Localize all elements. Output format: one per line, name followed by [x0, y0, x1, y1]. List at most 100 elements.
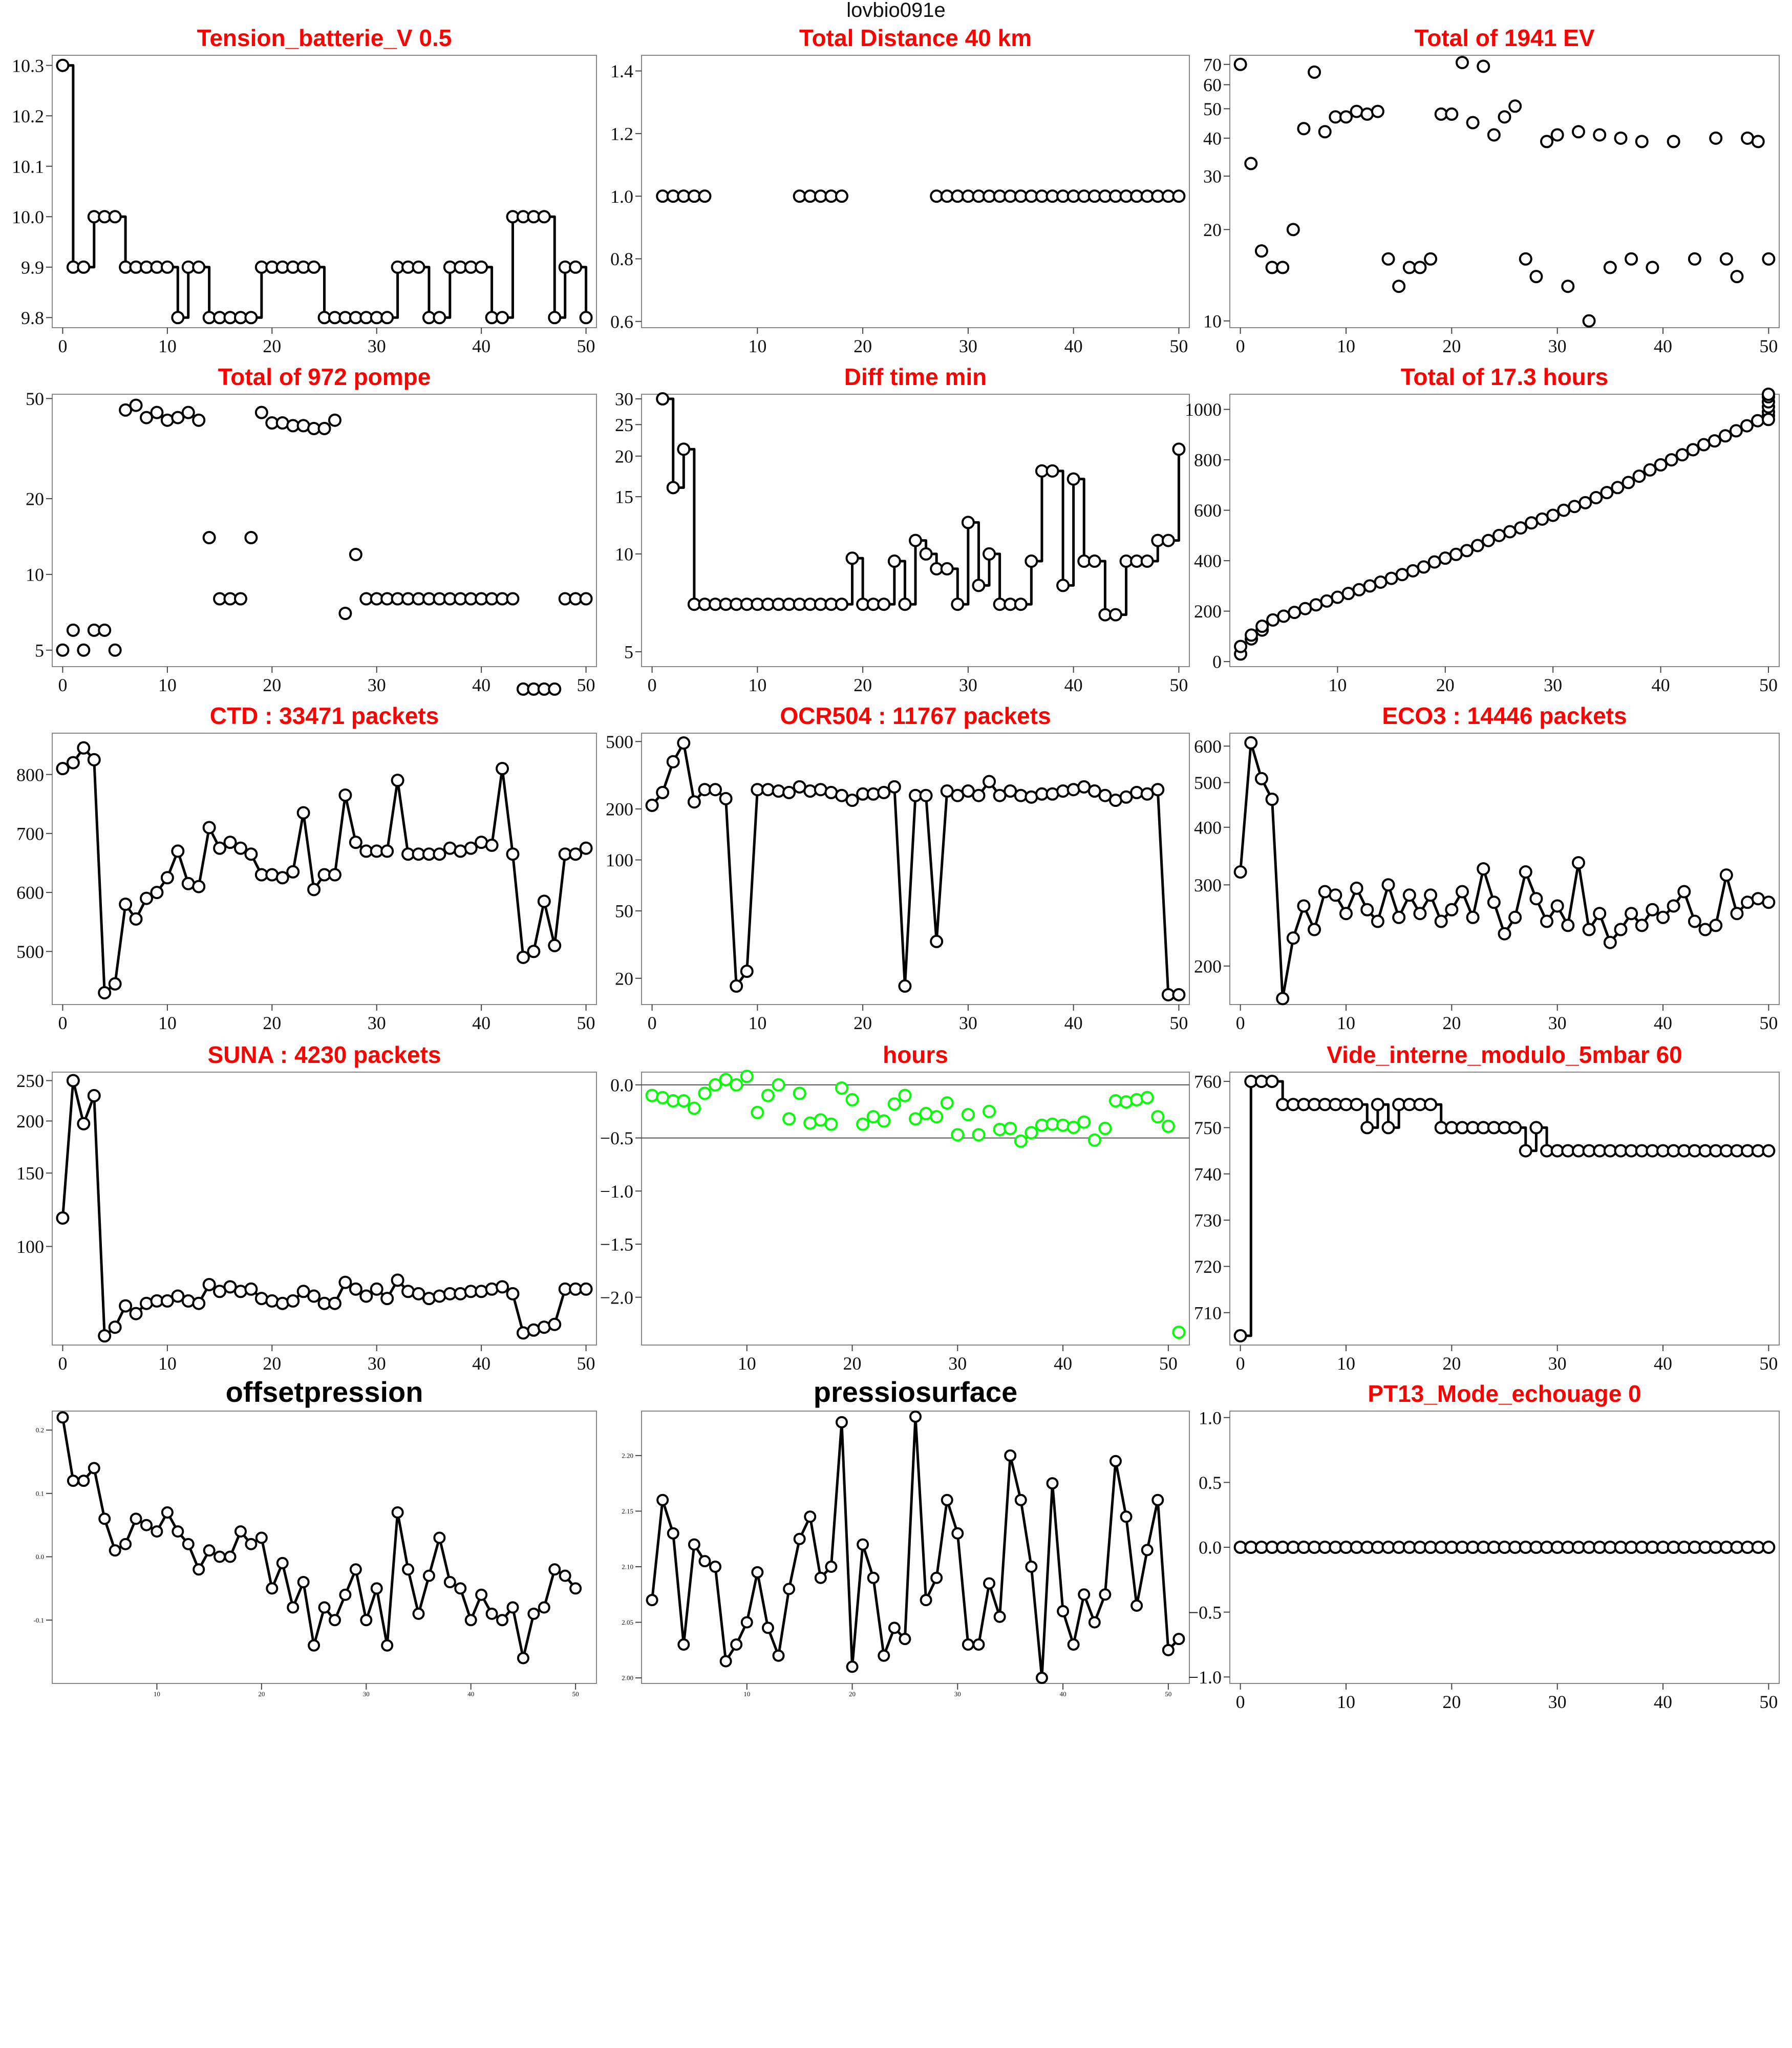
data-point [139, 411, 153, 424]
data-point [548, 682, 562, 696]
data-point [1535, 512, 1549, 526]
data-point [569, 1582, 582, 1595]
data-point [1656, 910, 1670, 924]
y-tick-label: 5 [624, 642, 633, 663]
data-point [422, 1569, 435, 1582]
data-point [233, 592, 247, 606]
data-point [359, 1289, 373, 1303]
x-tick-label: 50 [1169, 336, 1188, 356]
data-point [244, 847, 258, 861]
data-point [454, 1582, 467, 1595]
data-point [1309, 598, 1323, 612]
data-point [130, 1512, 142, 1525]
data-point [1381, 1121, 1395, 1135]
data-point [349, 1563, 362, 1576]
data-point [1498, 927, 1511, 941]
data-point [1709, 919, 1723, 932]
data-point [1667, 899, 1680, 913]
plot-frame [641, 733, 1190, 1005]
data-point [972, 579, 986, 592]
y-tick-label: −1.5 [600, 1234, 633, 1255]
plot-frame [52, 1072, 597, 1346]
data-point [349, 547, 362, 561]
data-point [1508, 1121, 1522, 1135]
data-point [698, 1555, 711, 1568]
data-point [234, 1525, 247, 1538]
y-tick-label: 0.0 [36, 1553, 44, 1561]
chart-panel-8: OCR504 : 11767 packets 20 50 100 200 500 0 10 20… [606, 702, 1190, 1033]
data-point [1762, 895, 1776, 909]
data-point [1503, 525, 1517, 539]
y-tick-label: 60 [1203, 75, 1222, 95]
data-point [1057, 1605, 1070, 1617]
data-point [307, 883, 321, 897]
x-tick-label: 10 [158, 1013, 177, 1033]
y-tick-label: 600 [1194, 500, 1222, 521]
x-tick-label: 10 [158, 675, 177, 695]
y-tick-label: 200 [1194, 956, 1222, 976]
data-point [1350, 881, 1363, 895]
data-point [1371, 914, 1384, 928]
y-tick-label: 1.4 [610, 61, 633, 81]
data-point [1540, 135, 1554, 148]
data-point [1172, 189, 1186, 203]
y-tick-label: 750 [1194, 1118, 1222, 1138]
x-tick-label: 0 [648, 1013, 657, 1033]
x-tick-label: 30 [959, 1013, 977, 1033]
data-point [782, 1112, 796, 1126]
data-point [983, 1104, 996, 1118]
data-point [160, 1294, 174, 1308]
x-tick-label: 0 [58, 1353, 67, 1374]
plot-frame [641, 1072, 1190, 1346]
data-point [1455, 56, 1469, 70]
data-point [1161, 1119, 1175, 1133]
data-point [108, 643, 122, 657]
data-point [579, 1282, 593, 1296]
data-point [1254, 244, 1268, 258]
data-point [1140, 1091, 1154, 1104]
data-point [1519, 1144, 1532, 1158]
data-point [1434, 914, 1448, 928]
data-point [412, 1607, 425, 1620]
data-point [286, 1294, 300, 1308]
data-point [1318, 125, 1332, 139]
data-point [1130, 1599, 1143, 1612]
data-point [381, 1639, 394, 1652]
data-point [1384, 571, 1398, 585]
data-point [1762, 1144, 1776, 1158]
x-tick-label: 10 [1337, 1692, 1355, 1712]
data-point [772, 1078, 785, 1092]
y-tick-label: 0.6 [610, 311, 633, 332]
data-point [213, 841, 227, 855]
data-point [485, 1282, 499, 1296]
data-point [740, 965, 754, 978]
data-point [1466, 910, 1480, 924]
data-point [1546, 508, 1560, 522]
data-point [898, 979, 912, 993]
data-point [1350, 1098, 1363, 1112]
x-tick-label: 30 [948, 1353, 967, 1374]
data-point [1098, 788, 1112, 802]
x-tick-label: 20 [263, 1013, 281, 1033]
y-tick-label: 9.9 [21, 257, 44, 278]
y-tick-label: 1000 [1185, 399, 1222, 420]
data-point [1088, 1616, 1101, 1629]
data-point [1481, 534, 1495, 547]
data-point [1665, 453, 1678, 467]
data-point [1265, 1075, 1279, 1089]
data-point [1371, 104, 1384, 118]
data-point [1445, 107, 1459, 121]
chart-title: ECO3 : 14446 packets [1382, 702, 1627, 729]
x-tick-label: 10 [1337, 1353, 1355, 1374]
data-point [1067, 1638, 1080, 1651]
data-point [740, 1070, 754, 1083]
data-point [783, 1583, 796, 1595]
chart-panel-2: Total Distance 40 km 0.6 0.8 1.0 1.2 1.4 10 20 3… [610, 25, 1190, 356]
data-point [1078, 1588, 1091, 1601]
data-point [856, 1117, 870, 1131]
data-point [1751, 135, 1765, 148]
data-point [307, 1289, 321, 1303]
plot-frame [641, 55, 1190, 328]
data-point [909, 1410, 922, 1423]
data-point [109, 1544, 121, 1557]
